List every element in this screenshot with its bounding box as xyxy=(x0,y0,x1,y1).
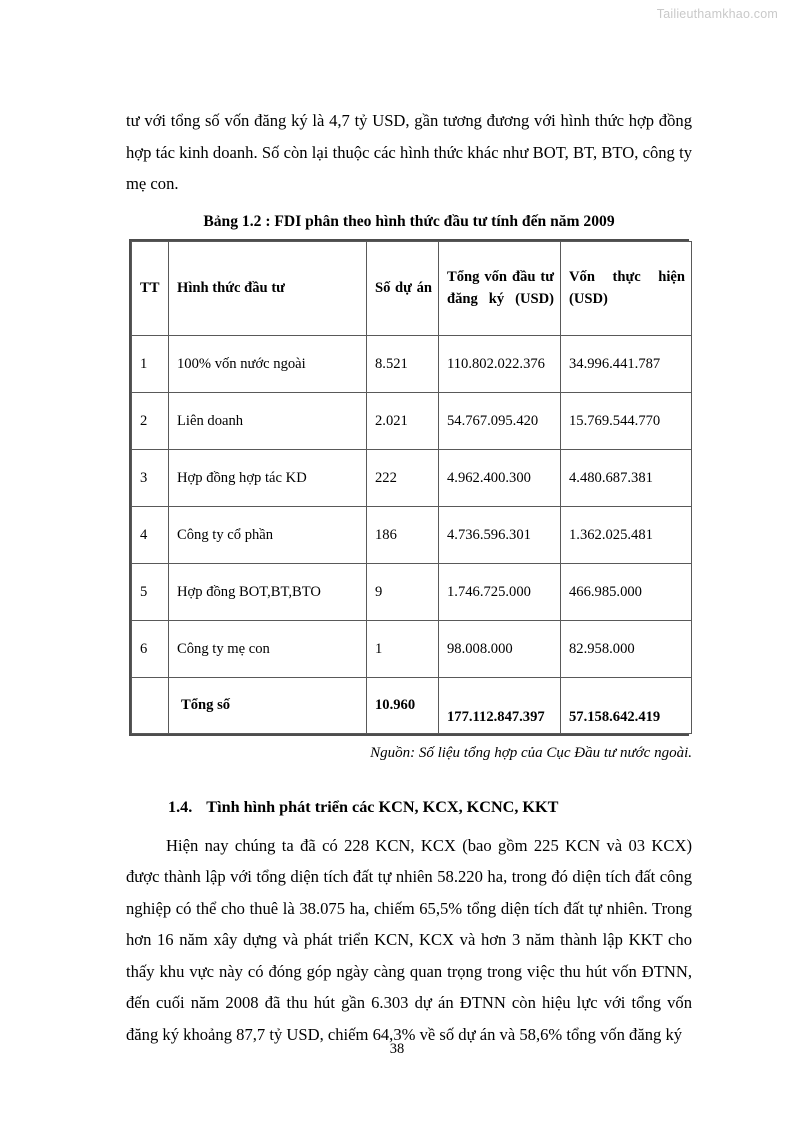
cell-registered-capital: 4.736.596.301 xyxy=(438,505,561,564)
table-caption: Bảng 1.2 : FDI phân theo hình thức đầu t… xyxy=(203,212,615,230)
column-header-registered-capital: Tổng vốn đầu tư đăng ký (USD) xyxy=(438,240,561,336)
section-heading-title: Tình hình phát triển các KCN, KCX, KCNC,… xyxy=(206,797,559,816)
cell-projects: 1 xyxy=(366,619,439,678)
cell-registered-capital: 1.746.725.000 xyxy=(438,562,561,621)
cell-projects: 222 xyxy=(366,448,439,507)
cell-form: Hợp đồng hợp tác KD xyxy=(168,448,367,507)
column-header-tt: TT xyxy=(131,240,169,336)
cell-form: Liên doanh xyxy=(168,391,367,450)
column-header-realized-capital: Vốn thực hiện (USD) xyxy=(560,240,692,336)
cell-registered-capital: 110.802.022.376 xyxy=(438,334,561,393)
cell-projects: 186 xyxy=(366,505,439,564)
cell-tt: 1 xyxy=(131,334,169,393)
table-body: 1 100% vốn nước ngoài 8.521 110.802.022.… xyxy=(131,334,692,734)
table-total-row: Tổng số 10.960 177.112.847.397 57.158.64… xyxy=(131,676,692,734)
cell-total-label: Tổng số xyxy=(168,676,367,734)
column-header-form: Hình thức đầu tư xyxy=(168,240,367,336)
column-header-projects: Số dự án xyxy=(366,240,439,336)
cell-tt: 3 xyxy=(131,448,169,507)
cell-tt: 4 xyxy=(131,505,169,564)
cell-projects: 2.021 xyxy=(366,391,439,450)
cell-realized-capital: 15.769.544.770 xyxy=(560,391,692,450)
cell-registered-capital: 54.767.095.420 xyxy=(438,391,561,450)
cell-projects: 9 xyxy=(366,562,439,621)
table-row: 2 Liên doanh 2.021 54.767.095.420 15.769… xyxy=(131,391,692,450)
cell-realized-capital: 34.996.441.787 xyxy=(560,334,692,393)
page-number: 38 xyxy=(389,1041,405,1057)
cell-form: Công ty cổ phần xyxy=(168,505,367,564)
section-heading: 1.4. Tình hình phát triển các KCN, KCX, K… xyxy=(126,794,692,820)
table-row: 3 Hợp đồng hợp tác KD 222 4.962.400.300 … xyxy=(131,448,692,507)
page-content: tư với tổng số vốn đăng ký là 4,7 tỷ USD… xyxy=(126,105,692,1050)
paragraph-top: tư với tổng số vốn đăng ký là 4,7 tỷ USD… xyxy=(126,111,692,193)
cell-tt: 6 xyxy=(131,619,169,678)
cell-tt xyxy=(131,676,169,734)
table-row: 4 Công ty cổ phần 186 4.736.596.301 1.36… xyxy=(131,505,692,564)
paragraph-section-body: Hiện nay chúng ta đã có 228 KCN, KCX (ba… xyxy=(126,835,692,1044)
cell-realized-capital: 4.480.687.381 xyxy=(560,448,692,507)
table-row: 6 Công ty mẹ con 1 98.008.000 82.958.000 xyxy=(131,619,692,678)
cell-form: Công ty mẹ con xyxy=(168,619,367,678)
table-row: 5 Hợp đồng BOT,BT,BTO 9 1.746.725.000 46… xyxy=(131,562,692,621)
cell-form: 100% vốn nước ngoài xyxy=(168,334,367,393)
cell-realized-capital: 82.958.000 xyxy=(560,619,692,678)
fdi-table: TT Hình thức đầu tư Số dự án Tổng vốn đầ… xyxy=(131,240,692,734)
cell-registered-capital: 4.962.400.300 xyxy=(438,448,561,507)
cell-projects: 8.521 xyxy=(366,334,439,393)
site-watermark: Tailieuthamkhao.com xyxy=(656,7,778,21)
table-row: 1 100% vốn nước ngoài 8.521 110.802.022.… xyxy=(131,334,692,393)
cell-total-projects: 10.960 xyxy=(366,676,439,734)
table-header: TT Hình thức đầu tư Số dự án Tổng vốn đầ… xyxy=(131,240,692,336)
cell-form: Hợp đồng BOT,BT,BTO xyxy=(168,562,367,621)
cell-realized-capital: 1.362.025.481 xyxy=(560,505,692,564)
cell-registered-capital: 98.008.000 xyxy=(438,619,561,678)
cell-total-realized-capital: 57.158.642.419 xyxy=(560,676,692,734)
fdi-table-container: TT Hình thức đầu tư Số dự án Tổng vốn đầ… xyxy=(129,238,692,736)
cell-tt: 5 xyxy=(131,562,169,621)
table-source-note: Nguồn: Số liệu tổng hợp của Cục Đầu tư n… xyxy=(370,744,692,761)
cell-realized-capital: 466.985.000 xyxy=(560,562,692,621)
section-heading-number: 1.4. xyxy=(168,797,193,816)
table-header-row: TT Hình thức đầu tư Số dự án Tổng vốn đầ… xyxy=(131,240,692,336)
cell-tt: 2 xyxy=(131,391,169,450)
cell-total-registered-capital: 177.112.847.397 xyxy=(438,676,561,734)
